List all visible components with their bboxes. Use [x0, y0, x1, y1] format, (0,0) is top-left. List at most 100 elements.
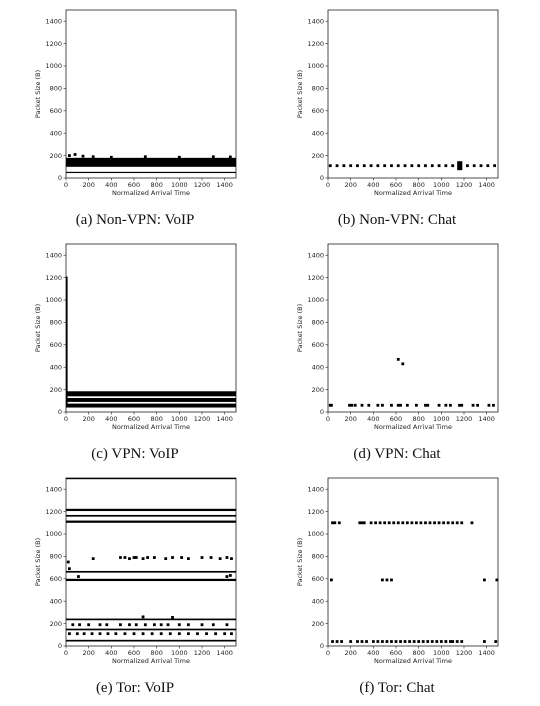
- data-band: [66, 478, 236, 480]
- y-tick-label: 200: [50, 386, 62, 394]
- plot-marks: [66, 276, 236, 408]
- data-point: [362, 521, 366, 525]
- data-point: [171, 616, 174, 619]
- data-point: [75, 632, 79, 636]
- y-tick-label: 0: [320, 408, 324, 416]
- data-point: [455, 521, 459, 525]
- y-tick-label: 1400: [307, 251, 324, 259]
- data-point: [455, 640, 459, 643]
- data-point: [421, 640, 425, 643]
- x-axis-label: Normalized Arrival Time: [374, 423, 452, 431]
- y-tick-label: 1000: [307, 62, 324, 70]
- plot-frame: [327, 9, 499, 179]
- data-band: [66, 157, 236, 167]
- caption-non-vpn-chat: (b) Non-VPN: Chat: [337, 212, 457, 228]
- data-point: [381, 578, 384, 582]
- plot-frame: [327, 477, 499, 647]
- plot-frame: [65, 243, 237, 413]
- data-point: [177, 155, 181, 159]
- x-tick-label: 0: [326, 415, 330, 423]
- x-tick-label: 1000: [171, 649, 188, 657]
- data-point: [444, 640, 448, 643]
- x-tick-label: 1400: [478, 181, 495, 189]
- data-point: [211, 623, 215, 627]
- plot-marks: [66, 478, 236, 642]
- chart-non-vpn-chat: 0 200 400 600 800 1000 1200 1400 0 200 400 600 800 10…: [296, 9, 499, 197]
- plot-marks: [328, 161, 496, 171]
- y-tick-label: 800: [50, 85, 62, 93]
- y-tick-label: 0: [320, 642, 324, 650]
- data-point: [143, 623, 147, 627]
- data-point: [353, 403, 357, 407]
- data-point: [401, 521, 405, 525]
- x-tick-label: 1400: [478, 649, 495, 657]
- data-point: [486, 164, 490, 168]
- data-band: [66, 398, 236, 402]
- data-point: [430, 164, 434, 168]
- data-point: [417, 164, 421, 168]
- data-point: [132, 556, 136, 559]
- y-tick-label: 1000: [45, 62, 62, 70]
- y-axis-label: Packet Size (B): [34, 304, 42, 352]
- y-tick-label: 800: [50, 319, 62, 327]
- data-point: [225, 575, 229, 578]
- x-tick-label: 800: [150, 181, 162, 189]
- y-tick-label: 1000: [45, 296, 62, 304]
- data-point: [225, 623, 229, 627]
- x-tick-label: 800: [412, 649, 424, 657]
- y-tick-label: 1000: [307, 296, 324, 304]
- data-point: [153, 623, 156, 627]
- data-point: [376, 164, 380, 168]
- y-tick-label: 200: [312, 386, 324, 394]
- data-point: [424, 164, 427, 168]
- data-point: [66, 560, 70, 564]
- panel-non-vpn-chat: 0 200 400 600 800 1000 1200 1400 0 200 400 600 800 10…: [262, 0, 532, 235]
- data-point: [412, 640, 416, 643]
- y-tick-label: 200: [50, 620, 62, 628]
- data-point: [415, 403, 418, 407]
- data-point: [200, 556, 204, 559]
- data-point: [392, 521, 396, 525]
- data-point: [470, 521, 474, 525]
- y-axis-label: Packet Size (B): [296, 70, 304, 118]
- data-point: [153, 556, 156, 559]
- data-point: [150, 632, 154, 636]
- y-tick-label: 1200: [307, 508, 324, 516]
- data-band: [66, 514, 236, 517]
- data-point: [356, 164, 359, 168]
- y-axis-label: Packet Size (B): [34, 538, 42, 586]
- x-axis-label: Normalized Arrival Time: [112, 657, 190, 665]
- data-point: [82, 632, 86, 636]
- data-point: [437, 403, 441, 407]
- data-point: [218, 557, 222, 561]
- x-tick-label: 800: [412, 415, 424, 423]
- y-tick-label: 0: [58, 174, 62, 182]
- data-point: [91, 557, 95, 561]
- data-point: [492, 403, 495, 407]
- data-band: [66, 639, 236, 642]
- x-tick-label: 1200: [194, 649, 211, 657]
- x-tick-label: 600: [128, 649, 140, 657]
- y-tick-label: 1000: [45, 530, 62, 538]
- x-tick-label: 1200: [456, 181, 473, 189]
- data-band: [66, 403, 236, 408]
- y-tick-label: 400: [50, 363, 62, 371]
- y-tick-label: 400: [312, 363, 324, 371]
- data-point: [73, 153, 77, 156]
- data-point: [446, 521, 450, 525]
- x-tick-label: 400: [367, 415, 379, 423]
- data-point: [494, 640, 498, 643]
- data-band: [66, 618, 236, 621]
- x-tick-label: 1200: [456, 415, 473, 423]
- y-tick-label: 1400: [45, 485, 62, 493]
- data-point: [333, 521, 337, 525]
- data-point: [437, 164, 441, 168]
- panel-vpn-chat: 0 200 400 600 800 1000 1200 1400 0 200 400 600 800 10…: [262, 234, 532, 469]
- data-point: [230, 557, 233, 561]
- data-point: [444, 403, 448, 407]
- caption-tor-chat: (f) Tor: Chat: [359, 680, 435, 696]
- y-tick-label: 800: [312, 319, 324, 327]
- x-tick-label: 800: [412, 181, 424, 189]
- data-point: [143, 155, 147, 159]
- data-point: [164, 557, 168, 561]
